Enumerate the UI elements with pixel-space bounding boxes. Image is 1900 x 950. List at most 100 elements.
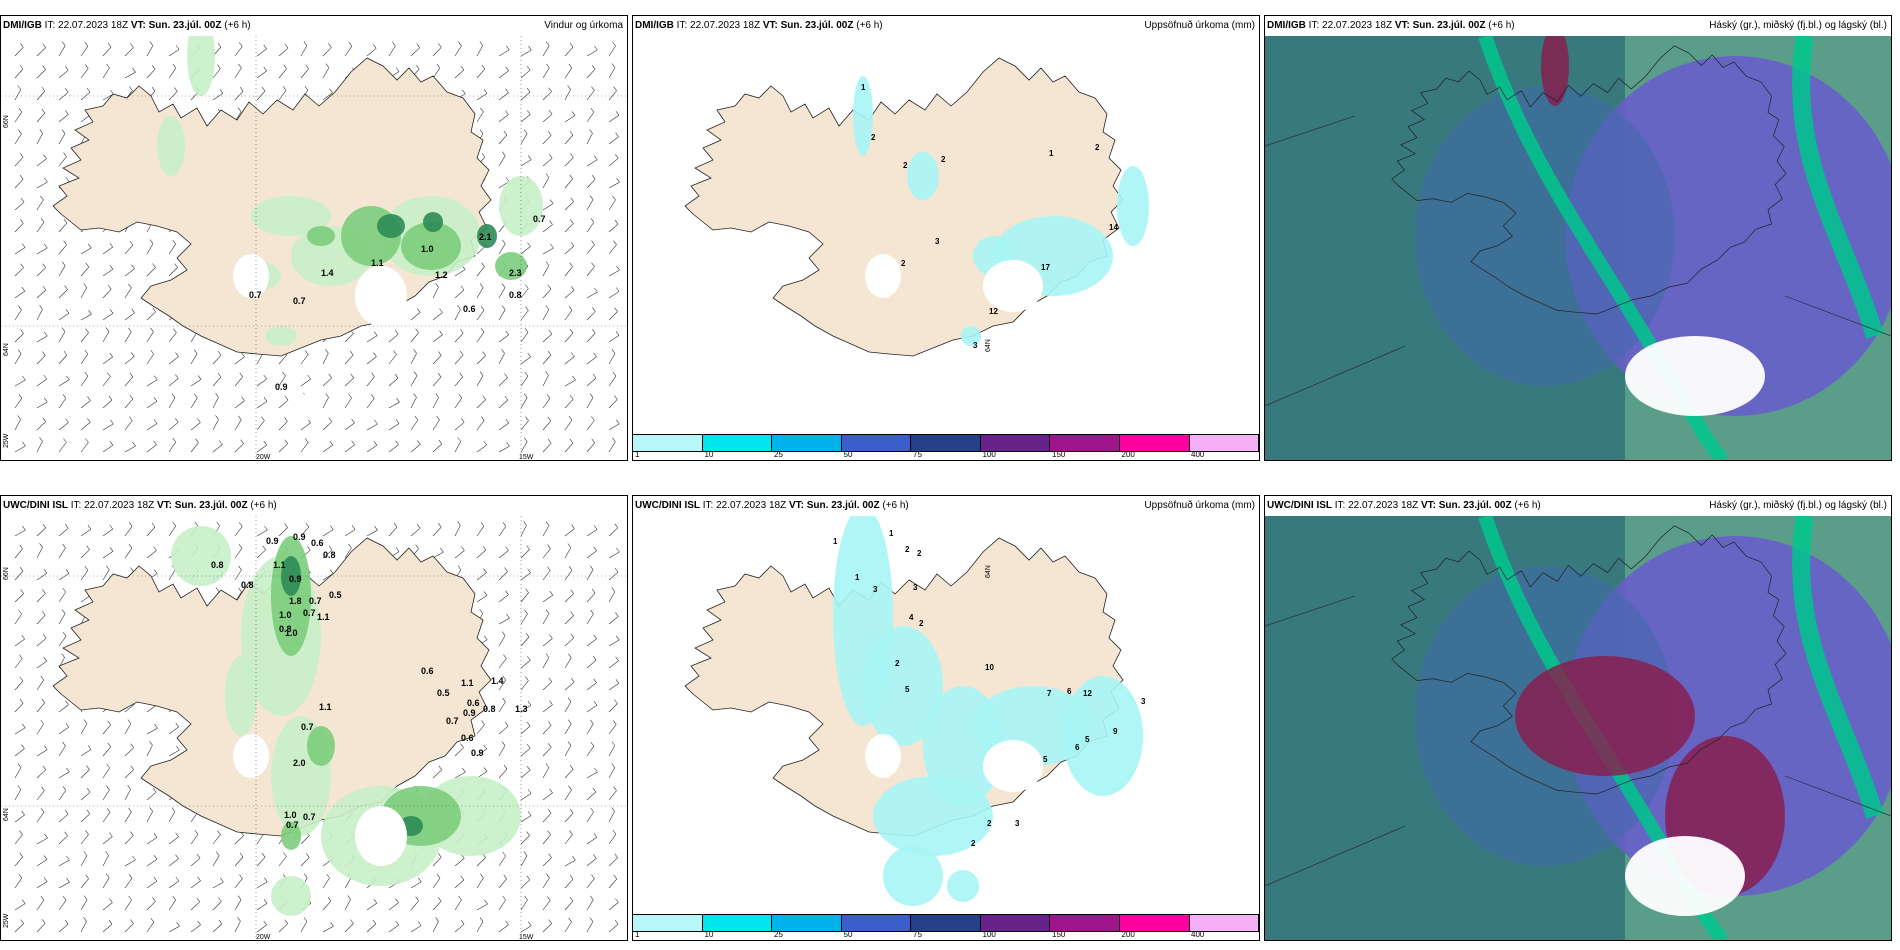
wind-barb bbox=[564, 223, 574, 233]
wind-barb bbox=[168, 441, 176, 453]
wind-barb-flag bbox=[590, 741, 595, 747]
wind-barb bbox=[608, 199, 616, 211]
wind-barb-flag bbox=[107, 285, 112, 290]
wind-barb bbox=[58, 726, 69, 735]
cloud-cover-map bbox=[1265, 36, 1891, 460]
wind-barb-flag bbox=[571, 352, 575, 357]
wind-barb bbox=[300, 378, 311, 387]
wind-barb-flag bbox=[152, 307, 156, 312]
wind-barb bbox=[542, 157, 553, 167]
wind-barb bbox=[608, 591, 616, 603]
wind-barb-flag bbox=[263, 44, 267, 50]
wind-barb-flag bbox=[374, 419, 378, 425]
wind-barb-flag bbox=[40, 675, 44, 681]
wind-barb-flag bbox=[416, 43, 420, 48]
wind-barb-flag bbox=[130, 831, 134, 836]
wind-barb bbox=[586, 159, 598, 167]
wind-barb bbox=[542, 91, 552, 101]
wind-barb-flag bbox=[109, 524, 114, 530]
wind-barb bbox=[608, 923, 619, 933]
wind-barb bbox=[36, 378, 47, 387]
wind-barb bbox=[234, 878, 243, 889]
colorbar-tick-label: 10 bbox=[704, 930, 714, 939]
wind-barb-flag bbox=[328, 417, 333, 422]
precip-value-label: 0.9 bbox=[471, 748, 484, 758]
wind-barb bbox=[454, 289, 465, 299]
wind-barb bbox=[14, 748, 25, 757]
wind-barb-flag bbox=[18, 305, 22, 311]
precip-value-label: 0.9 bbox=[266, 536, 279, 546]
precip-value-label: 2 bbox=[917, 549, 922, 558]
wind-barb bbox=[410, 397, 417, 409]
precip-value-label: 3 bbox=[935, 237, 940, 246]
wind-barb-flag bbox=[284, 919, 288, 924]
wind-barb bbox=[300, 422, 311, 431]
wind-barb-flag bbox=[39, 129, 43, 134]
wind-barb-flag bbox=[591, 874, 595, 879]
colorbar-tick-label: 400 bbox=[1191, 930, 1205, 939]
wind-barb bbox=[36, 133, 43, 145]
wind-barb bbox=[542, 113, 553, 123]
panel-dmi-wind: DMI/IGB IT: 22.07.2023 18Z VT: Sun. 23.j… bbox=[0, 15, 628, 461]
precip-value-label: 0.8 bbox=[509, 290, 522, 300]
wind-barb-flag bbox=[128, 283, 132, 289]
wind-barb-flag bbox=[526, 721, 531, 727]
wind-barb-flag bbox=[479, 917, 484, 922]
wind-barb-flag bbox=[614, 699, 618, 704]
wind-barb-flag bbox=[20, 43, 24, 48]
wind-barb bbox=[520, 332, 529, 343]
wind-barb-flag bbox=[462, 767, 466, 773]
wind-barb-flag bbox=[545, 371, 549, 376]
wind-barb-flag bbox=[526, 545, 530, 550]
wind-barb bbox=[212, 901, 222, 911]
wind-barb-flag bbox=[106, 763, 110, 769]
precip-value-label: 4 bbox=[909, 613, 914, 622]
wind-barb bbox=[476, 93, 488, 101]
wind-barb bbox=[234, 67, 242, 79]
wind-barb bbox=[476, 399, 486, 409]
wind-barb-flag bbox=[594, 287, 598, 293]
wind-barb bbox=[542, 570, 551, 581]
wind-barb bbox=[146, 791, 157, 801]
wind-barb-flag bbox=[329, 88, 333, 93]
wind-barb-flag bbox=[413, 371, 418, 376]
wind-barb bbox=[234, 90, 244, 101]
wind-barb bbox=[212, 419, 219, 431]
lat-label: 25W bbox=[3, 433, 10, 448]
wind-barb bbox=[564, 723, 572, 735]
wind-barb bbox=[520, 793, 532, 801]
lead-time: (+6 h) bbox=[1488, 20, 1515, 31]
wind-barb bbox=[14, 290, 25, 299]
wind-barb bbox=[520, 525, 527, 537]
product-title: Háský (gr.), miðský (fj.bl.) og lágský (… bbox=[1709, 496, 1887, 516]
wind-barb bbox=[58, 636, 67, 647]
wind-barb-flag bbox=[65, 722, 70, 728]
wind-barb bbox=[498, 635, 506, 647]
wind-barb bbox=[542, 288, 552, 299]
wind-barb bbox=[124, 356, 135, 365]
it-value: 22.07.2023 18Z bbox=[1348, 500, 1419, 511]
wind-barb bbox=[124, 548, 133, 559]
wind-barb-flag bbox=[523, 129, 528, 134]
wind-barb-flag bbox=[413, 393, 417, 398]
wind-barb bbox=[80, 723, 88, 735]
wind-barb bbox=[520, 815, 532, 823]
wind-barb bbox=[146, 811, 153, 823]
precip-value-label: 0.6 bbox=[421, 666, 434, 676]
wind-barb-flag bbox=[546, 873, 550, 879]
wind-barb bbox=[14, 593, 24, 603]
wind-barb bbox=[146, 550, 157, 559]
vt-label: VT: bbox=[788, 500, 804, 511]
wind-barb bbox=[190, 422, 201, 431]
wind-barb bbox=[542, 638, 553, 647]
wind-barb-flag bbox=[18, 873, 23, 879]
colorbar-tick-label: 100 bbox=[982, 930, 996, 939]
wind-barb bbox=[124, 811, 132, 823]
precip-area bbox=[281, 822, 301, 850]
wind-barb-flag bbox=[503, 764, 508, 770]
wind-barb-flag bbox=[304, 350, 309, 355]
wind-barb-flag bbox=[591, 64, 596, 70]
wind-barb bbox=[58, 881, 70, 889]
wind-barb-flag bbox=[549, 590, 554, 596]
wind-barb bbox=[564, 789, 572, 801]
